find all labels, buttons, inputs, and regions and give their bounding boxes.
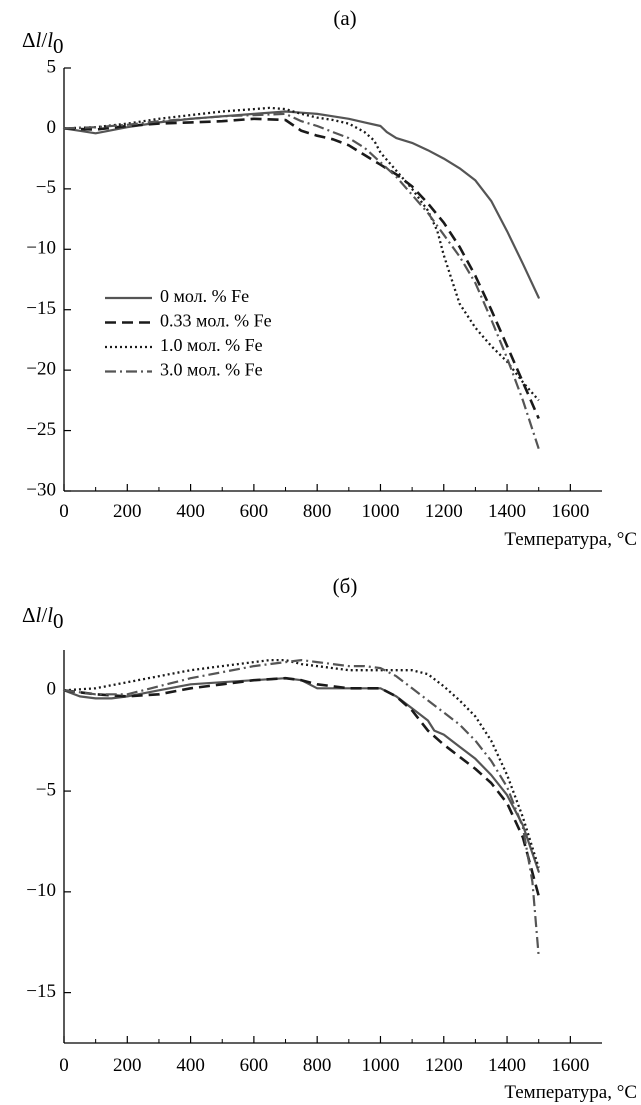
y-tick-label: −20 <box>26 359 56 380</box>
y-tick-label: −5 <box>36 779 56 800</box>
legend-label: 0.33 мол. % Fe <box>160 311 272 331</box>
x-tick-label: 200 <box>113 501 142 522</box>
legend-label: 3.0 мол. % Fe <box>160 360 263 380</box>
chart-panel-b: (б) Δl/l0 0 200 400 600 800 1000 1200 1400 1600 0 −5… <box>22 574 637 1103</box>
y-tick-label: −30 <box>26 479 56 500</box>
x-tick-label: 200 <box>113 1055 142 1076</box>
y-tick-label: −25 <box>26 419 56 440</box>
series-line-dotted <box>63 658 540 869</box>
y-tick-label: −15 <box>26 298 56 319</box>
x-tick-label: 400 <box>176 501 205 522</box>
x-tick-label: 600 <box>240 1055 269 1076</box>
x-tick-label: 1000 <box>361 501 399 522</box>
x-axis-label: Температура, °C <box>504 1082 637 1103</box>
series-line-solid <box>62 677 540 873</box>
panel-label: (б) <box>333 574 358 598</box>
x-tick-label: 0 <box>59 501 69 522</box>
x-tick-label: 800 <box>303 1055 332 1076</box>
x-tick-label: 0 <box>59 1055 69 1076</box>
x-tick-label: 1000 <box>361 1055 399 1076</box>
y-tick-label: 5 <box>47 56 57 77</box>
panel-label: (a) <box>333 6 356 30</box>
y-axis-label: Δl/l0 <box>22 28 64 58</box>
x-tick-label: 1600 <box>551 1055 589 1076</box>
y-axis-label: Δl/l0 <box>22 603 64 633</box>
y-tick-label: −10 <box>26 880 56 901</box>
series-line-dashed <box>63 117 540 420</box>
y-tick-label: 0 <box>47 679 57 700</box>
x-tick-label: 1600 <box>551 501 589 522</box>
series-line-dashed <box>63 676 540 897</box>
legend-label: 1.0 мол. % Fe <box>160 335 263 355</box>
series-line-dashdot <box>63 659 540 957</box>
legend-label: 0 мол. % Fe <box>160 286 249 306</box>
chart-panel-a: (a)Δl/l00 200 400 600 800 1000 1200 1400 160050−… <box>22 6 637 550</box>
x-tick-label: 1200 <box>425 1055 463 1076</box>
y-tick-label: −15 <box>26 981 56 1002</box>
legend: 0 мол. % Fe 0.33 мол. % Fe 1.0 мол. % Fe 3.… <box>105 286 272 380</box>
y-tick-label: 0 <box>47 117 57 138</box>
series-line-dashdot <box>63 112 540 450</box>
x-tick-label: 1400 <box>488 1055 526 1076</box>
y-tick-label: −10 <box>26 238 56 259</box>
x-tick-label: 1400 <box>488 501 526 522</box>
x-tick-label: 400 <box>176 1055 205 1076</box>
y-tick-label: −5 <box>36 177 56 198</box>
series-line-dotted <box>63 106 540 402</box>
x-tick-label: 800 <box>303 501 332 522</box>
x-tick-label: 1200 <box>425 501 463 522</box>
x-axis-label: Температура, °C <box>504 529 637 550</box>
x-tick-label: 600 <box>240 501 269 522</box>
